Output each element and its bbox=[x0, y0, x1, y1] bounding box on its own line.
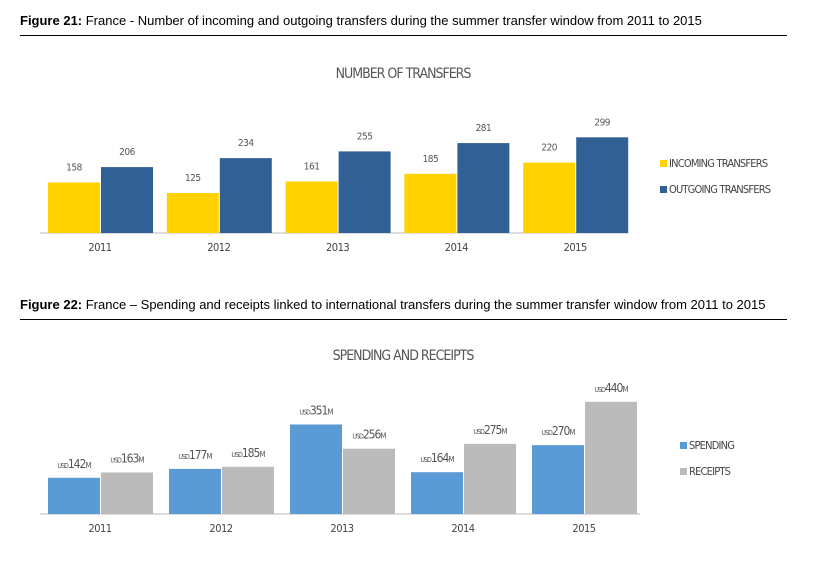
legend-swatch bbox=[660, 160, 667, 167]
chart-title: SPENDING AND RECEIPTS bbox=[333, 348, 475, 364]
bar-outgoing-transfers bbox=[101, 167, 153, 233]
figure-21-caption: Figure 21: France - Number of incoming a… bbox=[20, 13, 702, 28]
x-tick-label: 2014 bbox=[445, 241, 468, 254]
x-tick-label: 2015 bbox=[572, 522, 595, 535]
legend-swatch bbox=[660, 186, 667, 193]
legend-label: INCOMING TRANSFERS bbox=[669, 157, 768, 170]
legend-label: RECEIPTS bbox=[689, 465, 731, 478]
bar-receipts bbox=[464, 443, 516, 514]
data-label: 281 bbox=[476, 123, 492, 134]
data-label: 234 bbox=[238, 138, 254, 149]
data-label: 125 bbox=[185, 173, 201, 184]
transfers-chart: NUMBER OF TRANSFERS 158 206 2011 125 234 2012 1… bbox=[40, 66, 772, 254]
figure-caption-text: France – Spending and receipts linked to… bbox=[82, 297, 766, 312]
data-label: 158 bbox=[66, 162, 82, 173]
data-label: USD270M bbox=[541, 424, 575, 438]
x-tick-label: 2013 bbox=[330, 522, 353, 535]
bar-outgoing-transfers bbox=[457, 143, 510, 233]
data-label: 255 bbox=[357, 131, 373, 142]
data-label: USD163M bbox=[110, 451, 144, 465]
chart-title: NUMBER OF TRANSFERS bbox=[336, 66, 472, 82]
bar-receipts bbox=[222, 466, 274, 514]
data-label: USD142M bbox=[57, 457, 91, 471]
divider bbox=[20, 319, 787, 320]
bar-outgoing-transfers bbox=[219, 158, 272, 233]
bar-receipts bbox=[585, 401, 637, 514]
figure-caption-text: France - Number of incoming and outgoing… bbox=[82, 13, 702, 28]
spending-receipts-chart: SPENDING AND RECEIPTS USD142M USD163M 2011 U… bbox=[40, 348, 735, 535]
x-tick-label: 2011 bbox=[88, 241, 111, 254]
data-label: 206 bbox=[119, 147, 135, 158]
bar-spending bbox=[48, 477, 100, 514]
figure-22-caption: Figure 22: France – Spending and receipt… bbox=[20, 297, 765, 312]
bar-receipts bbox=[343, 448, 395, 514]
data-label: USD256M bbox=[352, 428, 386, 442]
bar-outgoing-transfers bbox=[576, 137, 629, 233]
data-label: 185 bbox=[423, 154, 439, 165]
data-label: USD275M bbox=[473, 423, 507, 437]
data-label: USD164M bbox=[420, 451, 454, 465]
x-tick-label: 2015 bbox=[564, 241, 587, 254]
legend-swatch bbox=[680, 442, 687, 449]
x-tick-label: 2012 bbox=[207, 241, 230, 254]
divider bbox=[20, 35, 787, 36]
x-tick-label: 2011 bbox=[88, 522, 111, 535]
data-label: 161 bbox=[304, 161, 320, 172]
bar-spending bbox=[290, 424, 342, 514]
data-label: 299 bbox=[594, 117, 610, 128]
legend-swatch bbox=[680, 468, 687, 475]
bar-incoming-transfers bbox=[404, 173, 457, 233]
data-label: USD177M bbox=[178, 448, 212, 462]
legend-label: SPENDING bbox=[689, 439, 734, 452]
bar-incoming-transfers bbox=[285, 181, 338, 233]
data-label: USD351M bbox=[299, 403, 333, 417]
bar-incoming-transfers bbox=[166, 193, 219, 233]
x-tick-label: 2013 bbox=[326, 241, 349, 254]
bar-spending bbox=[532, 445, 584, 514]
figure-label: Figure 21: bbox=[20, 13, 83, 28]
x-tick-label: 2014 bbox=[451, 522, 474, 535]
bar-spending bbox=[411, 472, 463, 514]
bar-receipts bbox=[101, 472, 153, 514]
figure-label: Figure 22: bbox=[20, 297, 83, 312]
data-label: 220 bbox=[541, 143, 557, 154]
data-label: USD185M bbox=[231, 446, 265, 460]
bar-spending bbox=[169, 468, 221, 514]
bar-outgoing-transfers bbox=[338, 151, 391, 233]
data-label: USD440M bbox=[594, 381, 628, 395]
bar-incoming-transfers bbox=[48, 182, 100, 233]
bar-incoming-transfers bbox=[523, 162, 576, 233]
x-tick-label: 2012 bbox=[209, 522, 232, 535]
legend-label: OUTGOING TRANSFERS bbox=[669, 183, 771, 196]
